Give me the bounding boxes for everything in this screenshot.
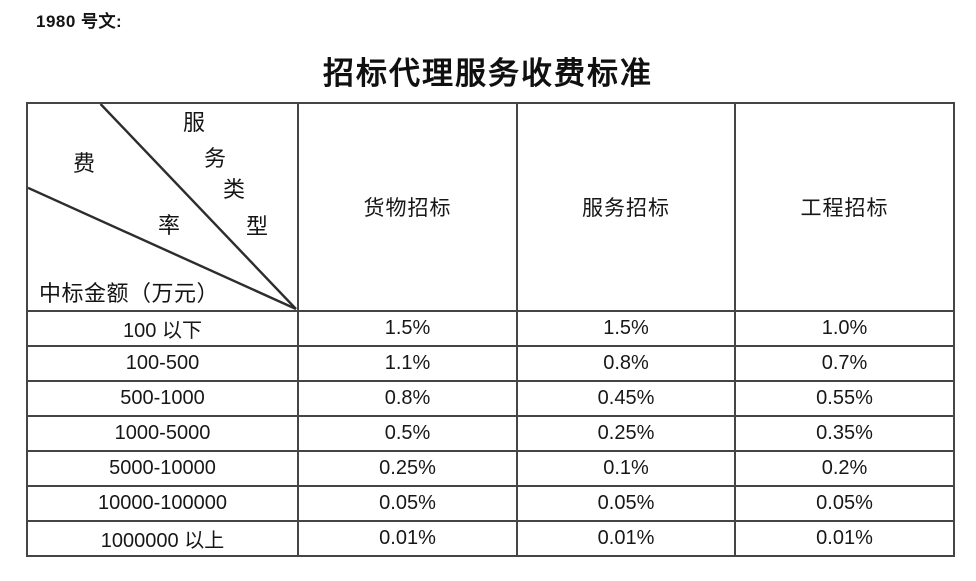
- row-range-cell: 1000-5000: [26, 415, 299, 452]
- rate-cell-service: 0.05%: [516, 485, 736, 522]
- page-title: 招标代理服务收费标准: [323, 56, 653, 91]
- corner-rate-char: 率: [158, 213, 181, 238]
- row-range-cell: 10000-100000: [26, 485, 299, 522]
- rate-cell-service: 0.45%: [516, 380, 736, 417]
- rate-cell-engineering: 0.55%: [734, 380, 955, 417]
- table-row: 10000-100000 0.05% 0.05% 0.05%: [26, 485, 955, 522]
- corner-amount-label: 中标金额（万元）: [39, 281, 220, 306]
- row-range-cell: 5000-10000: [26, 450, 299, 487]
- rate-cell-service: 0.1%: [516, 450, 736, 487]
- fee-standard-table: 服 务 类 型 费 率 中标金额（万元） 货物招标 服务招标 工程招标 100 …: [26, 102, 955, 557]
- rate-cell-goods: 1.1%: [297, 345, 518, 382]
- rate-cell-engineering: 0.35%: [734, 415, 955, 452]
- corner-type-char: 类: [223, 177, 246, 202]
- corner-type-char: 型: [246, 214, 269, 239]
- table-row: 1000-5000 0.5% 0.25% 0.35%: [26, 415, 955, 452]
- rate-cell-service: 1.5%: [516, 310, 736, 347]
- table-row: 500-1000 0.8% 0.45% 0.55%: [26, 380, 955, 417]
- table-header-row: 服 务 类 型 费 率 中标金额（万元） 货物招标 服务招标 工程招标: [26, 102, 955, 312]
- row-range-cell: 500-1000: [26, 380, 299, 417]
- rate-cell-engineering: 0.7%: [734, 345, 955, 382]
- rate-cell-goods: 0.01%: [297, 520, 518, 557]
- corner-type-char: 务: [204, 146, 227, 171]
- table-corner-cell: 服 务 类 型 费 率 中标金额（万元）: [26, 102, 299, 312]
- doc-number-label: 1980 号文:: [36, 12, 123, 31]
- rate-cell-goods: 0.5%: [297, 415, 518, 452]
- rate-cell-goods: 0.8%: [297, 380, 518, 417]
- corner-type-char: 服: [183, 110, 206, 135]
- rate-cell-engineering: 1.0%: [734, 310, 955, 347]
- table-row: 5000-10000 0.25% 0.1% 0.2%: [26, 450, 955, 487]
- table-row: 100-500 1.1% 0.8% 0.7%: [26, 345, 955, 382]
- column-header-engineering: 工程招标: [734, 102, 955, 312]
- table-row: 100 以下 1.5% 1.5% 1.0%: [26, 310, 955, 347]
- column-header-goods: 货物招标: [297, 102, 518, 312]
- rate-cell-service: 0.01%: [516, 520, 736, 557]
- diagonal-divider-lines: [28, 104, 297, 310]
- rate-cell-goods: 0.05%: [297, 485, 518, 522]
- rate-cell-service: 0.8%: [516, 345, 736, 382]
- table-row: 1000000 以上 0.01% 0.01% 0.01%: [26, 520, 955, 557]
- rate-cell-goods: 0.25%: [297, 450, 518, 487]
- rate-cell-engineering: 0.05%: [734, 485, 955, 522]
- row-range-cell: 100 以下: [26, 310, 299, 347]
- rate-cell-engineering: 0.2%: [734, 450, 955, 487]
- corner-rate-char: 费: [73, 151, 96, 176]
- rate-cell-engineering: 0.01%: [734, 520, 955, 557]
- column-header-service: 服务招标: [516, 102, 736, 312]
- rate-cell-service: 0.25%: [516, 415, 736, 452]
- row-range-cell: 100-500: [26, 345, 299, 382]
- rate-cell-goods: 1.5%: [297, 310, 518, 347]
- row-range-cell: 1000000 以上: [26, 520, 299, 557]
